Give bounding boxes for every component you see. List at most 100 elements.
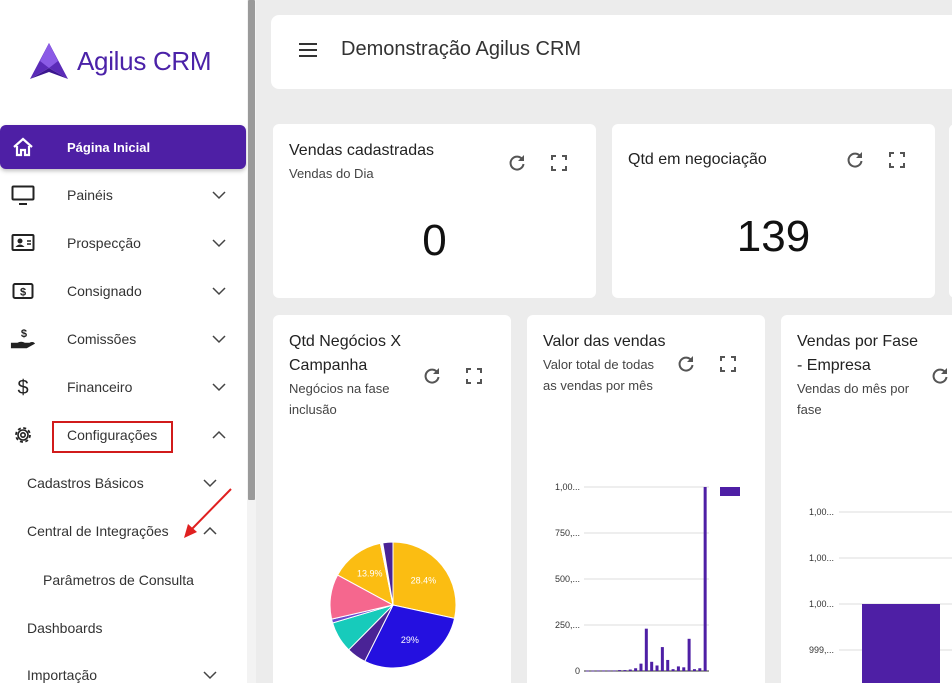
bar[interactable]: [591, 670, 595, 672]
gear-icon: [10, 423, 36, 447]
sidebar-item-financeiro[interactable]: $ Financeiro: [0, 365, 247, 409]
kpi-value: 139: [736, 212, 811, 261]
sidebar-subitem-cadastros-basicos[interactable]: Cadastros Básicos: [27, 468, 247, 498]
pie-slice[interactable]: [392, 541, 457, 619]
dollar-sign-icon: $: [10, 375, 36, 399]
bar[interactable]: [612, 670, 616, 672]
pie-slice-label: 13.9%: [357, 569, 383, 579]
bar[interactable]: [644, 628, 648, 671]
top-bar: Demonstração Agilus CRM: [271, 15, 952, 89]
y-tick-label: 500,...: [555, 574, 580, 584]
fullscreen-icon[interactable]: [549, 153, 569, 173]
sidebar-item-comissoes[interactable]: $ Comissões: [0, 317, 247, 361]
kpi-value: 0: [422, 216, 447, 265]
card-title: Qtd em negociação: [628, 151, 767, 168]
hand-money-icon: $: [10, 327, 36, 351]
card-subtitle-line2: as vendas por mês: [543, 378, 653, 393]
bar[interactable]: [687, 638, 691, 671]
card-negocios-campanha: Qtd Negócios X Campanha Negócios na fase…: [273, 315, 511, 683]
refresh-icon[interactable]: [845, 150, 865, 170]
logo-text: Agilus CRM: [77, 45, 212, 76]
sidebar-subitem-label: Importação: [27, 667, 98, 683]
bar[interactable]: [676, 666, 680, 671]
fullscreen-icon[interactable]: [887, 150, 907, 170]
card-partial: [949, 124, 952, 298]
bar[interactable]: [703, 487, 707, 671]
bar[interactable]: [671, 669, 675, 671]
sidebar-item-label: Painéis: [67, 187, 113, 203]
pie-slice[interactable]: [382, 541, 394, 606]
sidebar-item-home[interactable]: Página Inicial: [0, 125, 246, 169]
bar[interactable]: [623, 670, 627, 671]
chevron-up-icon: [203, 526, 217, 535]
sidebar-subitem-dashboards[interactable]: Dashboards: [27, 613, 227, 643]
card-title-line1: Vendas por Fase: [797, 333, 918, 350]
sidebar-subitem-parametros-consulta[interactable]: Parâmetros de Consulta: [43, 565, 243, 595]
bar[interactable]: [634, 668, 638, 671]
fullscreen-icon[interactable]: [464, 366, 484, 386]
y-tick-label: 1,00...: [809, 599, 834, 609]
bar[interactable]: [655, 665, 659, 671]
sidebar-subitem-importacao[interactable]: Importação: [27, 660, 247, 683]
bar-chart-sales-value: 0 250,... 500,... 750,... 1,00...: [555, 482, 740, 676]
logo[interactable]: Agilus CRM: [29, 42, 212, 80]
refresh-icon[interactable]: [930, 366, 950, 386]
bar[interactable]: [607, 670, 611, 672]
hamburger-menu-icon[interactable]: [299, 43, 317, 57]
bar[interactable]: [618, 670, 622, 671]
sidebar-item-label: Financeiro: [67, 379, 133, 395]
dollar-bill-icon: $: [10, 279, 36, 303]
bar[interactable]: [692, 669, 696, 671]
monitor-icon: [10, 183, 36, 207]
pie-slice-label: 29%: [401, 635, 419, 645]
sidebar-item-configuracoes[interactable]: Configurações: [0, 413, 247, 457]
bar[interactable]: [628, 669, 632, 671]
bar[interactable]: [698, 668, 702, 671]
card-vendas-cadastradas: Vendas cadastradas Vendas do Dia 0: [273, 124, 596, 298]
card-qtd-negociacao: Qtd em negociação 139: [612, 124, 935, 298]
refresh-icon[interactable]: [676, 354, 696, 374]
bar[interactable]: [660, 647, 664, 671]
card-subtitle-line2: inclusão: [289, 402, 337, 417]
card-subtitle-line1: Negócios na fase: [289, 381, 390, 396]
bar[interactable]: [596, 670, 600, 672]
sidebar-item-consignado[interactable]: $ Consignado: [0, 269, 247, 313]
bar[interactable]: [602, 670, 606, 672]
chevron-down-icon: [212, 287, 226, 296]
annotation-arrow: [184, 488, 232, 538]
card-title-line2: - Empresa: [797, 357, 871, 374]
y-tick-label: 1,00...: [809, 507, 834, 517]
pie-slice[interactable]: [364, 604, 456, 669]
y-tick-label: 1,00...: [809, 553, 834, 563]
bar[interactable]: [586, 670, 589, 672]
bar[interactable]: [639, 663, 643, 671]
y-tick-label: 250,...: [555, 620, 580, 630]
sidebar-scrollbar-thumb[interactable]: [248, 0, 255, 500]
sidebar-item-label: Prospecção: [67, 235, 141, 251]
sidebar-subitem-label: Parâmetros de Consulta: [43, 572, 194, 588]
refresh-icon[interactable]: [507, 153, 527, 173]
bar[interactable]: [682, 667, 686, 671]
sidebar-subitem-central-integracoes[interactable]: Central de Integrações: [27, 516, 247, 546]
annotation-highlight-box: [52, 421, 173, 453]
sidebar-item-paineis[interactable]: Painéis: [0, 173, 247, 217]
card-subtitle: Vendas do Dia: [289, 166, 374, 181]
chevron-down-icon: [212, 335, 226, 344]
bar[interactable]: [862, 604, 940, 683]
bar[interactable]: [666, 659, 670, 671]
chevron-down-icon: [203, 671, 217, 680]
pie-slice-label: 28.4%: [411, 575, 437, 585]
svg-text:$: $: [21, 328, 28, 340]
pie-slice[interactable]: [336, 542, 394, 606]
sidebar-subitem-label: Dashboards: [27, 620, 103, 636]
refresh-icon[interactable]: [422, 366, 442, 386]
fullscreen-icon[interactable]: [718, 354, 738, 374]
bar[interactable]: [650, 661, 654, 671]
logo-icon: [30, 43, 68, 79]
sidebar-scrollbar[interactable]: [247, 0, 256, 683]
card-title-line2: Campanha: [289, 357, 368, 374]
card-valor-vendas: Valor das vendas Valor total de todas as…: [527, 315, 765, 683]
y-tick-label: 750,...: [555, 528, 580, 538]
sidebar-item-prospeccao[interactable]: Prospecção: [0, 221, 247, 265]
contact-card-icon: [10, 231, 36, 255]
